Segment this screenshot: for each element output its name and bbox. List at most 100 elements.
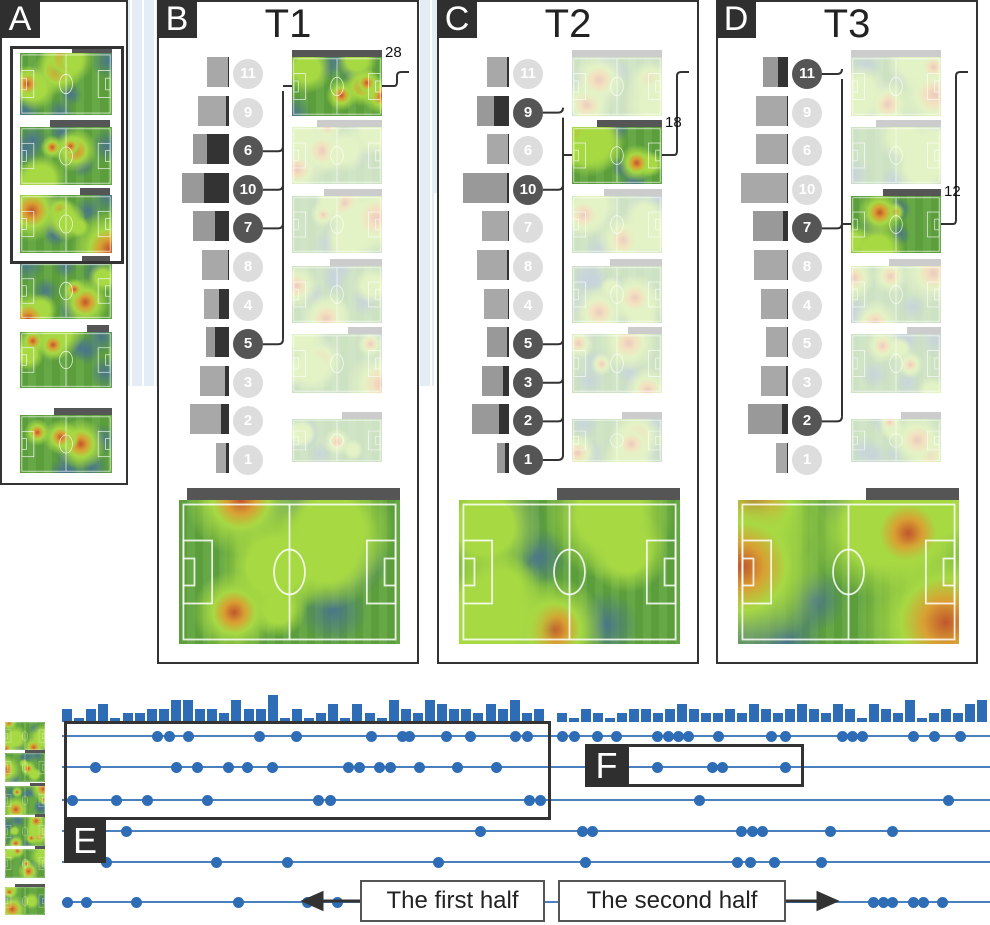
event-dot[interactable] xyxy=(474,825,486,837)
cluster-heatmap-thumbnail[interactable] xyxy=(20,53,112,115)
event-dot[interactable] xyxy=(191,761,203,773)
event-dot[interactable] xyxy=(744,856,756,868)
row-cluster-thumbnail[interactable] xyxy=(5,849,45,878)
player-number-8[interactable]: 8 xyxy=(233,252,263,282)
event-dot[interactable] xyxy=(232,896,244,908)
cluster-heatmap-thumbnail[interactable] xyxy=(20,332,112,388)
event-dot[interactable] xyxy=(325,794,337,806)
player-number-3[interactable]: 3 xyxy=(233,367,263,398)
event-dot[interactable] xyxy=(90,761,102,773)
cluster-heatmap-thumbnail[interactable] xyxy=(292,334,382,393)
event-dot[interactable] xyxy=(577,825,589,837)
event-dot[interactable] xyxy=(712,730,724,742)
player-number-9[interactable]: 9 xyxy=(233,97,263,128)
player-number-8[interactable]: 8 xyxy=(792,252,822,282)
event-dot[interactable] xyxy=(766,730,778,742)
event-dot[interactable] xyxy=(917,896,929,908)
event-dot[interactable] xyxy=(353,761,365,773)
event-dot[interactable] xyxy=(141,794,153,806)
event-dot[interactable] xyxy=(366,730,378,742)
player-number-2[interactable]: 2 xyxy=(513,406,543,437)
event-dot[interactable] xyxy=(746,825,758,837)
cluster-heatmap-thumbnail[interactable] xyxy=(572,57,662,116)
player-number-7[interactable]: 7 xyxy=(792,213,822,244)
cluster-heatmap-thumbnail[interactable] xyxy=(851,419,941,462)
player-number-3[interactable]: 3 xyxy=(513,367,543,398)
event-dot[interactable] xyxy=(432,856,444,868)
event-dot[interactable] xyxy=(242,761,254,773)
player-number-7[interactable]: 7 xyxy=(513,213,543,244)
player-number-9[interactable]: 9 xyxy=(792,97,822,128)
player-number-10[interactable]: 10 xyxy=(792,174,822,205)
event-dot[interactable] xyxy=(867,896,879,908)
player-number-2[interactable]: 2 xyxy=(792,406,822,437)
event-dot[interactable] xyxy=(652,761,664,773)
event-dot[interactable] xyxy=(857,730,869,742)
event-dot[interactable] xyxy=(151,730,163,742)
event-dot[interactable] xyxy=(579,856,591,868)
event-dot[interactable] xyxy=(332,896,344,908)
cluster-heatmap-thumbnail[interactable] xyxy=(851,266,941,323)
player-number-11[interactable]: 11 xyxy=(233,59,263,89)
event-dot[interactable] xyxy=(824,825,836,837)
player-number-1[interactable]: 1 xyxy=(513,445,543,475)
event-dot[interactable] xyxy=(110,794,122,806)
row-cluster-thumbnail[interactable] xyxy=(5,817,45,846)
event-dot[interactable] xyxy=(569,730,581,742)
player-number-4[interactable]: 4 xyxy=(233,290,263,321)
event-dot[interactable] xyxy=(509,730,521,742)
event-dot[interactable] xyxy=(211,856,223,868)
event-dot[interactable] xyxy=(877,896,889,908)
cluster-heatmap-thumbnail[interactable] xyxy=(851,57,941,116)
cluster-heatmap-thumbnail[interactable] xyxy=(20,127,112,185)
event-dot[interactable] xyxy=(779,761,791,773)
event-dot[interactable] xyxy=(887,896,899,908)
player-number-11[interactable]: 11 xyxy=(792,59,822,89)
event-dot[interactable] xyxy=(100,856,112,868)
event-dot[interactable] xyxy=(716,761,728,773)
row-cluster-thumbnail[interactable] xyxy=(5,753,45,782)
player-number-6[interactable]: 6 xyxy=(513,136,543,167)
cluster-heatmap-thumbnail[interactable] xyxy=(292,419,382,462)
cluster-heatmap-thumbnail[interactable] xyxy=(572,419,662,462)
player-number-5[interactable]: 5 xyxy=(513,329,543,360)
event-dot[interactable] xyxy=(396,730,408,742)
event-dot[interactable] xyxy=(907,896,919,908)
event-dot[interactable] xyxy=(937,896,949,908)
player-number-3[interactable]: 3 xyxy=(792,367,822,398)
cluster-heatmap-thumbnail[interactable] xyxy=(851,334,941,393)
event-dot[interactable] xyxy=(464,730,476,742)
cluster-heatmap-thumbnail[interactable] xyxy=(572,334,662,393)
cluster-heatmap-thumbnail[interactable] xyxy=(292,57,382,116)
event-dot[interactable] xyxy=(694,794,706,806)
event-dot[interactable] xyxy=(672,730,684,742)
player-number-10[interactable]: 10 xyxy=(513,174,543,205)
player-number-4[interactable]: 4 xyxy=(792,290,822,321)
player-number-8[interactable]: 8 xyxy=(513,252,543,282)
event-dot[interactable] xyxy=(182,730,194,742)
event-dot[interactable] xyxy=(81,896,93,908)
event-dot[interactable] xyxy=(374,761,386,773)
event-dot[interactable] xyxy=(414,761,426,773)
event-dot[interactable] xyxy=(611,730,623,742)
player-number-2[interactable]: 2 xyxy=(233,406,263,437)
player-number-6[interactable]: 6 xyxy=(792,136,822,167)
player-number-7[interactable]: 7 xyxy=(233,213,263,244)
event-dot[interactable] xyxy=(404,730,416,742)
event-dot[interactable] xyxy=(171,761,183,773)
event-dot[interactable] xyxy=(816,856,828,868)
event-dot[interactable] xyxy=(929,730,941,742)
event-dot[interactable] xyxy=(586,825,598,837)
cluster-heatmap-thumbnail[interactable] xyxy=(20,415,112,473)
event-dot[interactable] xyxy=(683,730,695,742)
event-dot[interactable] xyxy=(836,730,848,742)
event-dot[interactable] xyxy=(769,856,781,868)
player-number-1[interactable]: 1 xyxy=(792,445,822,475)
event-dot[interactable] xyxy=(222,761,234,773)
event-dot[interactable] xyxy=(342,761,354,773)
player-number-4[interactable]: 4 xyxy=(513,290,543,321)
cluster-heatmap-thumbnail[interactable] xyxy=(292,127,382,184)
event-dot[interactable] xyxy=(662,730,674,742)
event-dot[interactable] xyxy=(779,730,791,742)
event-dot[interactable] xyxy=(491,761,503,773)
